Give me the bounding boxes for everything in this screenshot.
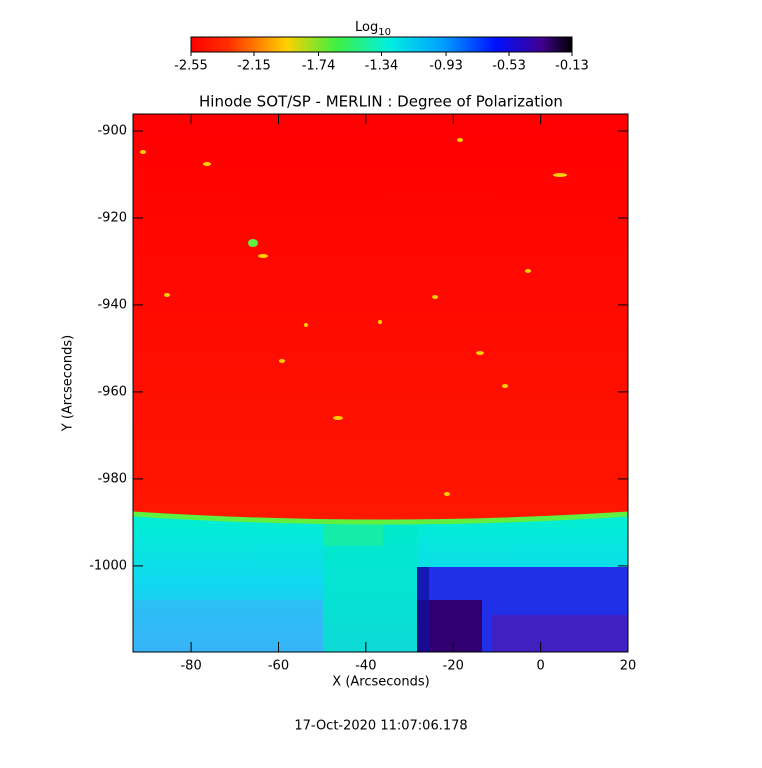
y-tick-label: -940 (97, 297, 127, 312)
x-tick-label: -60 (268, 659, 289, 674)
heatmap-image (132, 114, 629, 652)
x-axis-label: X (Arcseconds) (332, 675, 429, 690)
colorbar-tick-label: -0.93 (429, 59, 463, 74)
x-tick-label: 0 (536, 659, 544, 674)
colorbar-label-subscript: 10 (378, 27, 391, 38)
colorbar-label: Log10 (355, 20, 391, 39)
colorbar-tick-label: -1.34 (365, 59, 399, 74)
footer-timestamp: 17-Oct-2020 11:07:06.178 (294, 719, 467, 734)
y-axis-label: Y (Arcseconds) (61, 335, 76, 432)
colorbar-label-base: Log (355, 20, 378, 35)
x-tick-label: -40 (355, 659, 376, 674)
x-tick-label: -80 (180, 659, 201, 674)
x-tick-label: 20 (620, 659, 637, 674)
colorbar-tick-label: -0.13 (555, 59, 589, 74)
x-tick-label: -20 (443, 659, 464, 674)
colorbar (190, 36, 573, 53)
colorbar-tick-label: -0.53 (492, 59, 526, 74)
colorbar-tick-label: -2.15 (237, 59, 271, 74)
y-tick-label: -960 (97, 384, 127, 399)
colorbar-tick-label: -2.55 (174, 59, 208, 74)
chart-title: Hinode SOT/SP - MERLIN : Degree of Polar… (199, 93, 563, 111)
y-tick-label: -980 (97, 471, 127, 486)
y-tick-label: -1000 (89, 558, 127, 573)
y-tick-label: -900 (97, 123, 127, 138)
colorbar-tick-label: -1.74 (302, 59, 336, 74)
plot-frame (132, 113, 629, 653)
y-tick-label: -920 (97, 210, 127, 225)
